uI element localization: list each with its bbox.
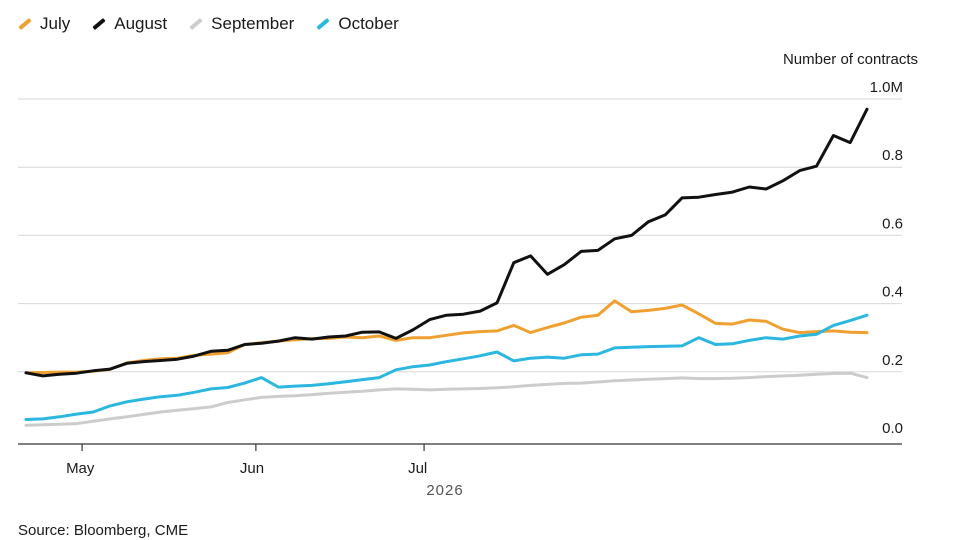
legend-item-july: July <box>18 14 70 34</box>
y-tick-label: 0.2 <box>882 352 903 369</box>
y-tick-label: 0.6 <box>882 215 903 232</box>
y-tick-label: 0.0 <box>882 420 903 437</box>
legend-item-october: October <box>316 14 399 34</box>
series-line-october <box>24 313 869 421</box>
y-tick-label: 0.8 <box>882 147 903 164</box>
series-line-august <box>24 107 869 378</box>
y-tick-label: 1.0M <box>870 79 903 96</box>
x-tick-label: May <box>66 460 95 477</box>
y-tick-label: 0.4 <box>882 284 903 301</box>
chart-legend: July August September October <box>18 14 399 34</box>
legend-label-october: October <box>338 14 399 33</box>
x-tick-label: Jun <box>240 460 264 477</box>
x-tick-label: Jul <box>408 460 427 477</box>
legend-label-september: September <box>211 14 295 33</box>
y-axis-label: Number of contracts <box>782 51 918 68</box>
source-note: Source: Bloomberg, CME <box>18 522 189 539</box>
legend-item-august: August <box>92 14 167 34</box>
series-line-september <box>24 371 869 427</box>
legend-item-september: September <box>189 14 294 34</box>
x-axis-year-label: 2026 <box>426 482 463 499</box>
legend-label-august: August <box>114 14 168 33</box>
legend-label-july: July <box>40 14 71 33</box>
